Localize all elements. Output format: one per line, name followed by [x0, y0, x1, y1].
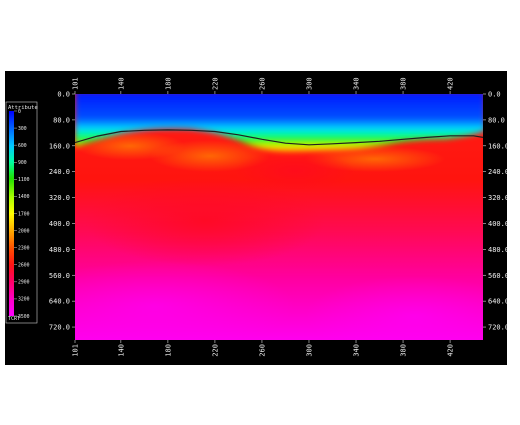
- heatmap-area: [75, 94, 483, 340]
- heatmap-blob: [235, 151, 355, 191]
- x-tick-label-top: 260: [258, 77, 266, 90]
- x-tick-label-bottom: 420: [447, 344, 455, 357]
- x-tick-label-bottom: 140: [117, 344, 125, 357]
- y-tick-label-right: 400.0: [488, 220, 507, 228]
- plot-frame: Attribute 0 300 600 900 1100 1400 1700 2000 2300…: [5, 71, 507, 365]
- colorbar-ticks: 0 300 600 900 1100 1400 1700 2000 2300 2600 2900 32…: [14, 109, 30, 320]
- velocity-section-chart: Attribute 0 300 600 900 1100 1400 1700 2000 2300…: [5, 77, 507, 357]
- colorbar-tick-label: 2900: [18, 280, 30, 286]
- y-tick-label-right: 160.0: [488, 142, 507, 150]
- y-tick-label-right: 320.0: [488, 194, 507, 202]
- colorbar-tick-label: 900: [18, 160, 27, 166]
- x-tick-label-bottom: 340: [353, 344, 361, 357]
- y-tick-label-left: 240.0: [49, 168, 70, 176]
- x-tick-label-top: 300: [305, 77, 313, 90]
- x-tick-label-top: 101: [72, 77, 80, 90]
- y-tick-label-left: 400.0: [49, 220, 70, 228]
- shallow-layer: [75, 94, 483, 152]
- y-tick-label-right: 640.0: [488, 298, 507, 306]
- colorbar-unit: TCRT: [8, 316, 20, 322]
- y-tick-label-left: 640.0: [49, 298, 70, 306]
- x-tick-label-top: 220: [211, 77, 219, 90]
- x-tick-label-bottom: 180: [164, 344, 172, 357]
- x-tick-label-top: 420: [447, 77, 455, 90]
- colorbar-tick-label: 3500: [18, 314, 30, 320]
- colorbar-tick-label: 1100: [18, 177, 30, 183]
- x-tick-label-bottom: 300: [305, 344, 313, 357]
- heatmap-blob: [85, 176, 325, 266]
- colorbar-tick-label: 2000: [18, 228, 30, 234]
- colorbar-tick-label: 2600: [18, 263, 30, 269]
- colorbar-tick-label: 600: [18, 143, 27, 149]
- x-tick-label-bottom: 220: [211, 344, 219, 357]
- y-axis-left: 0.0 80.0 160.0 240.0 320.0 400.0 480.0 560.0 640…: [49, 91, 75, 332]
- y-tick-label-left: 560.0: [49, 272, 70, 280]
- y-tick-label-right: 80.0: [488, 116, 505, 124]
- x-tick-label-bottom: 101: [72, 344, 80, 357]
- y-tick-label-left: 160.0: [49, 142, 70, 150]
- y-tick-label-right: 560.0: [488, 272, 507, 280]
- heatmap-blob: [75, 261, 295, 340]
- y-tick-label-right: 0.0: [488, 91, 501, 99]
- y-tick-label-left: 80.0: [53, 116, 70, 124]
- colorbar-tick-label: 3200: [18, 297, 30, 303]
- y-tick-label-right: 720.0: [488, 324, 507, 332]
- colorbar-gradient: [9, 111, 14, 316]
- y-tick-label-right: 480.0: [488, 246, 507, 254]
- y-tick-label-right: 240.0: [488, 168, 507, 176]
- colorbar-tick-label: 2300: [18, 245, 30, 251]
- x-tick-label-top: 340: [353, 77, 361, 90]
- y-tick-label-left: 0.0: [57, 91, 70, 99]
- x-axis-top: 101 140 180 220 260 300 340 380 420: [72, 77, 455, 94]
- colorbar-tick-label: 1400: [18, 194, 30, 200]
- y-axis-right: 0.0 80.0 160.0 240.0 320.0 400.0 480.0 560.0 640…: [483, 91, 507, 332]
- x-tick-label-bottom: 380: [400, 344, 408, 357]
- x-tick-label-top: 180: [164, 77, 172, 90]
- colorbar-tick-label: 0: [18, 109, 21, 115]
- y-tick-label-left: 480.0: [49, 246, 70, 254]
- heatmap-blob: [305, 276, 483, 340]
- horizon-line: [75, 129, 483, 146]
- colorbar-tick-label: 1700: [18, 211, 30, 217]
- colorbar-title: Attribute: [8, 105, 38, 111]
- colorbar: Attribute 0 300 600 900 1100 1400 1700 2000 2300…: [5, 101, 38, 324]
- x-tick-label-top: 140: [117, 77, 125, 90]
- x-axis-bottom: 101 140 180 220 260 300 340 380 420: [72, 340, 455, 357]
- y-tick-label-left: 720.0: [49, 324, 70, 332]
- x-tick-label-bottom: 260: [258, 344, 266, 357]
- y-tick-label-left: 320.0: [49, 194, 70, 202]
- x-tick-label-top: 380: [400, 77, 408, 90]
- colorbar-tick-label: 300: [18, 126, 27, 132]
